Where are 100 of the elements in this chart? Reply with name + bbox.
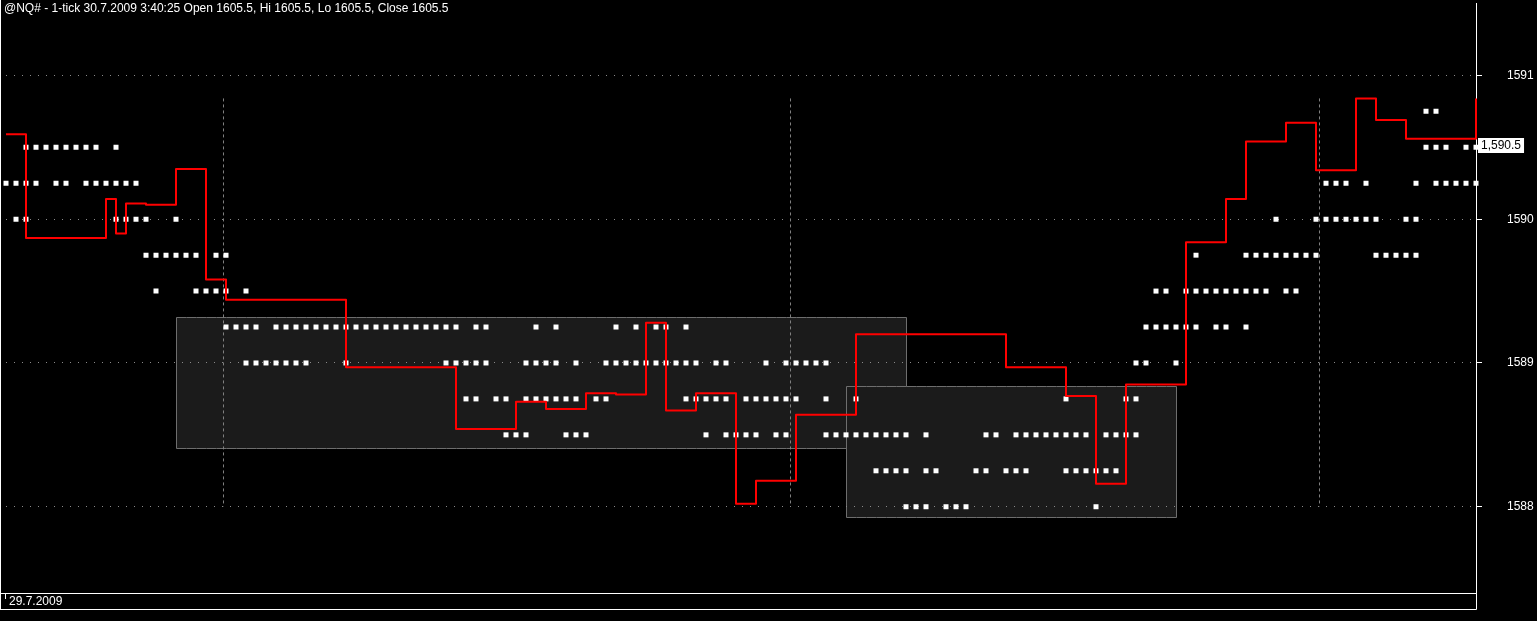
point — [1323, 216, 1329, 222]
point — [1473, 180, 1479, 186]
point — [383, 324, 389, 330]
point — [1243, 324, 1249, 330]
point — [1153, 288, 1159, 294]
point — [1153, 324, 1159, 330]
point — [1363, 180, 1369, 186]
point — [1263, 252, 1269, 258]
point — [903, 504, 909, 510]
point — [773, 432, 779, 438]
point — [1143, 324, 1149, 330]
point — [133, 180, 139, 186]
point — [153, 252, 159, 258]
point — [553, 360, 559, 366]
point — [753, 396, 759, 402]
point — [763, 360, 769, 366]
point — [823, 432, 829, 438]
point — [293, 360, 299, 366]
text: 29.7.2009 — [9, 594, 63, 609]
point — [1233, 288, 1239, 294]
point — [883, 432, 889, 438]
point — [1243, 252, 1249, 258]
point — [1063, 432, 1069, 438]
point — [163, 252, 169, 258]
point — [1053, 432, 1059, 438]
point — [213, 288, 219, 294]
point — [1083, 432, 1089, 438]
point — [1433, 108, 1439, 114]
point — [473, 396, 479, 402]
point — [723, 396, 729, 402]
point — [693, 360, 699, 366]
point — [1023, 432, 1029, 438]
point — [513, 432, 519, 438]
point — [813, 360, 819, 366]
point — [1283, 252, 1289, 258]
point — [633, 324, 639, 330]
point — [223, 252, 229, 258]
point — [1313, 252, 1319, 258]
point — [243, 324, 249, 330]
point — [1223, 324, 1229, 330]
point — [233, 324, 239, 330]
point — [1453, 180, 1459, 186]
point — [1413, 216, 1419, 222]
point — [63, 144, 69, 150]
point — [1073, 432, 1079, 438]
point — [103, 180, 109, 186]
point — [53, 180, 59, 186]
point — [93, 144, 99, 150]
point — [493, 396, 499, 402]
point — [33, 180, 39, 186]
point — [1113, 432, 1119, 438]
point — [1293, 252, 1299, 258]
point — [863, 432, 869, 438]
point — [1193, 252, 1199, 258]
y-tick-label: 1588 — [1507, 499, 1535, 514]
point — [1073, 468, 1079, 474]
chart-title: @NQ# - 1-tick 30.7.2009 3:40:25 Open 1605.5, Hi 1605.5, Lo 1605.5, Close 1605.5 — [4, 1, 449, 16]
point — [503, 432, 509, 438]
point — [443, 324, 449, 330]
point — [923, 504, 929, 510]
point — [673, 360, 679, 366]
point — [133, 216, 139, 222]
y-tick-label: 1591 — [1507, 67, 1535, 82]
point — [763, 396, 769, 402]
point — [783, 432, 789, 438]
point — [543, 396, 549, 402]
point — [1093, 504, 1099, 510]
point — [1133, 360, 1139, 366]
point — [3, 180, 9, 186]
point — [213, 252, 219, 258]
point — [453, 324, 459, 330]
point — [483, 360, 489, 366]
point — [253, 360, 259, 366]
point — [1373, 252, 1379, 258]
point — [623, 360, 629, 366]
point — [533, 360, 539, 366]
point — [483, 324, 489, 330]
point — [1473, 144, 1479, 150]
point — [303, 324, 309, 330]
point — [1443, 180, 1449, 186]
point — [873, 432, 879, 438]
point — [543, 360, 549, 366]
point — [533, 324, 539, 330]
point — [1333, 180, 1339, 186]
point — [1193, 288, 1199, 294]
point — [1423, 108, 1429, 114]
point — [1463, 180, 1469, 186]
point — [713, 360, 719, 366]
point — [423, 324, 429, 330]
point — [1303, 252, 1309, 258]
point — [653, 360, 659, 366]
point — [1393, 252, 1399, 258]
y-tick-label: 1590 — [1507, 211, 1535, 226]
point — [453, 360, 459, 366]
point — [303, 360, 309, 366]
point — [223, 324, 229, 330]
point — [523, 360, 529, 366]
point — [793, 360, 799, 366]
point — [773, 396, 779, 402]
point — [943, 504, 949, 510]
